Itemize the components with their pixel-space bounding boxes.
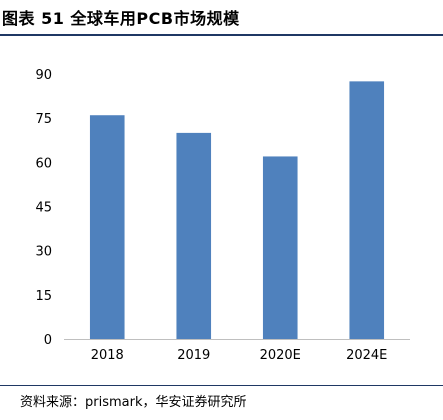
bar-2024E — [349, 81, 385, 339]
y-tick-label: 90 — [35, 68, 52, 83]
y-tick-label: 30 — [35, 245, 52, 260]
title-bar: 图表 51 全球车用PCB市场规模 — [0, 0, 443, 36]
y-axis-ticks: 0 15 30 45 60 75 90 — [35, 68, 52, 348]
y-tick-label: 45 — [35, 201, 52, 216]
chart-title: 图表 51 全球车用PCB市场规模 — [2, 9, 240, 28]
bar-2019 — [176, 132, 212, 339]
y-tick-label: 75 — [35, 112, 52, 127]
x-tick-label: 2024E — [346, 348, 387, 363]
bars — [89, 81, 385, 339]
bar-2018 — [89, 115, 125, 339]
y-tick-label: 0 — [44, 333, 52, 348]
x-tick-label: 2018 — [91, 348, 124, 363]
bar-2020E — [262, 156, 298, 339]
bar-chart: 0 15 30 45 60 75 90 2018 2019 2020E 2024E — [35, 68, 410, 363]
y-tick-label: 60 — [35, 156, 52, 171]
source-note: 资料来源：prismark，华安证券研究所 — [20, 395, 247, 410]
x-tick-label: 2020E — [260, 348, 301, 363]
x-tick-label: 2019 — [177, 348, 210, 363]
y-tick-label: 15 — [35, 289, 52, 304]
source-bar: 资料来源：prismark，华安证券研究所 — [0, 385, 443, 420]
x-axis-ticks: 2018 2019 2020E 2024E — [91, 348, 388, 363]
